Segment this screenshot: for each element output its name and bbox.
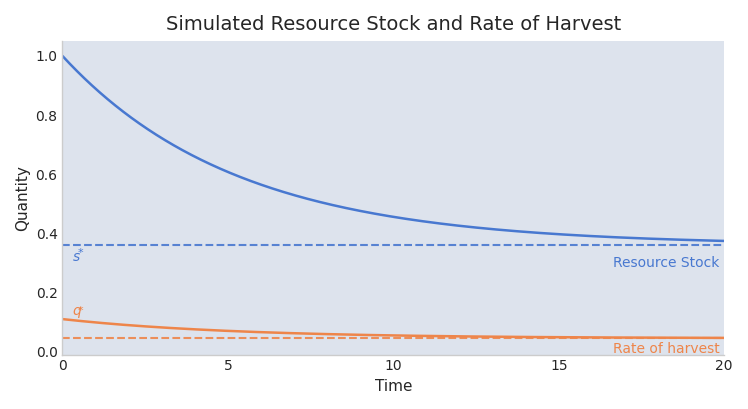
Text: q: q	[73, 303, 81, 318]
Y-axis label: Quantity: Quantity	[15, 165, 30, 231]
Text: s: s	[73, 249, 79, 263]
Title: Simulated Resource Stock and Rate of Harvest: Simulated Resource Stock and Rate of Har…	[166, 15, 621, 34]
Text: Rate of harvest: Rate of harvest	[613, 342, 720, 356]
Text: *: *	[77, 247, 83, 258]
Text: Resource Stock: Resource Stock	[613, 256, 720, 270]
Text: *: *	[77, 306, 83, 316]
X-axis label: Time: Time	[375, 379, 412, 394]
